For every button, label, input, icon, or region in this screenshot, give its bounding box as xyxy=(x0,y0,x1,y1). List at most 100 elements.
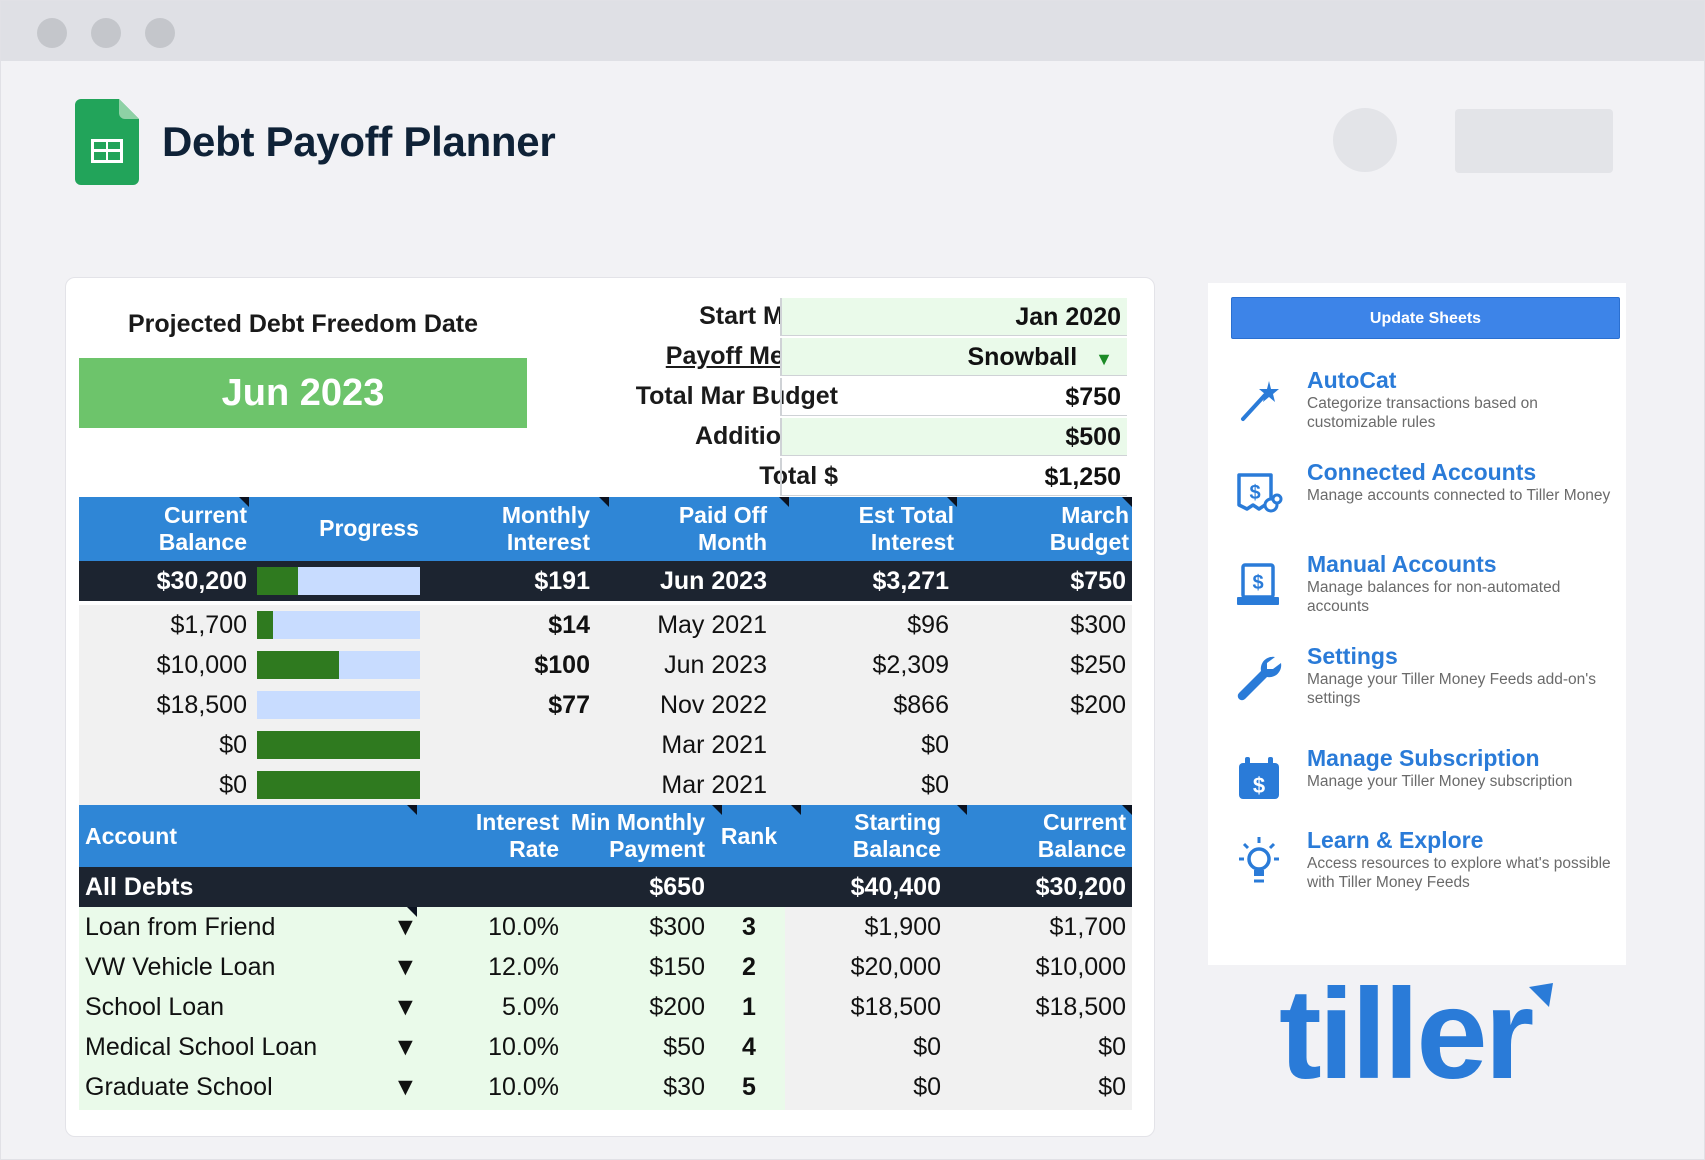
sidebar-item-desc: Access resources to explore what's possi… xyxy=(1307,855,1611,891)
col-interest-rate: Interest Rate xyxy=(475,809,559,862)
progress-fill xyxy=(257,731,420,759)
update-sheets-button[interactable]: Update Sheets xyxy=(1231,297,1620,339)
minimize-dot[interactable] xyxy=(91,18,121,48)
row-min-payment[interactable]: $30 xyxy=(663,1073,705,1101)
avatar[interactable] xyxy=(1333,108,1397,172)
total-monthly-interest: $191 xyxy=(534,567,590,595)
account-button[interactable] xyxy=(1455,109,1613,173)
start-month-value[interactable]: Jan 2020 xyxy=(780,298,1127,336)
row-interest: $100 xyxy=(534,651,590,679)
table-row: $10,000 $100 Jun 2023 $2,309 $250 xyxy=(79,645,1132,685)
sidebar-item-desc: Manage accounts connected to Tiller Mone… xyxy=(1307,487,1611,504)
maximize-dot[interactable] xyxy=(145,18,175,48)
row-est-interest: $2,309 xyxy=(872,651,949,679)
all-debts-starting: $40,400 xyxy=(850,873,941,901)
progress-fill xyxy=(257,771,420,799)
col-march-budget: March Budget xyxy=(1049,502,1129,555)
dropdown-arrow-icon[interactable]: ▼ xyxy=(393,1073,418,1101)
svg-text:$: $ xyxy=(1249,482,1260,504)
sidebar-item-manage-subscription[interactable]: $ Manage Subscription Manage your Tiller… xyxy=(1231,745,1626,825)
close-dot[interactable] xyxy=(37,18,67,48)
sidebar-item-desc: Manage balances for non-automated accoun… xyxy=(1307,579,1561,615)
progress-bar xyxy=(257,611,420,639)
tiller-logo: tiller xyxy=(1279,973,1553,1093)
payoff-method-select[interactable]: Snowball ▼ xyxy=(780,338,1127,376)
progress-bar xyxy=(257,691,420,719)
tiller-sidebar: Update Sheets AutoCat Categorize transac… xyxy=(1208,283,1626,965)
row-starting: $0 xyxy=(913,1033,941,1061)
sidebar-item-autocat[interactable]: AutoCat Categorize transactions based on… xyxy=(1231,367,1626,447)
row-est-interest: $0 xyxy=(921,731,949,759)
row-min-payment[interactable]: $300 xyxy=(649,913,705,941)
row-balance: $10,000 xyxy=(156,651,247,679)
row-min-payment[interactable]: $50 xyxy=(663,1033,705,1061)
note-marker xyxy=(407,805,417,815)
note-marker xyxy=(947,497,957,507)
row-rank: 5 xyxy=(742,1073,756,1101)
row-min-payment[interactable]: $150 xyxy=(649,953,705,981)
debt-planner-sheet: Projected Debt Freedom Date Jun 2023 Sta… xyxy=(65,277,1155,1137)
row-min-payment[interactable]: $200 xyxy=(649,993,705,1021)
all-debts-min-payment: $650 xyxy=(649,873,705,901)
table-row: $18,500 $77 Nov 2022 $866 $200 xyxy=(79,685,1132,725)
row-starting: $18,500 xyxy=(850,993,941,1021)
total-paid-off-month: Jun 2023 xyxy=(659,567,767,595)
sidebar-item-connected-accounts[interactable]: $ Connected Accounts Manage accounts con… xyxy=(1231,459,1626,539)
tiller-logo-text: tiller xyxy=(1279,973,1533,1093)
row-balance: $18,500 xyxy=(156,691,247,719)
dropdown-arrow-icon[interactable]: ▼ xyxy=(393,953,418,981)
sidebar-item-title: Manual Accounts xyxy=(1307,551,1497,577)
total-value: $1,250 xyxy=(780,458,1127,496)
row-paid-off: Mar 2021 xyxy=(661,731,767,759)
table-row: $0 Mar 2021 $0 xyxy=(79,725,1132,765)
debt-table-header: Account Interest Rate Min Monthly Payment … xyxy=(79,805,1132,867)
sidebar-item-title: Settings xyxy=(1307,643,1398,669)
google-sheets-icon xyxy=(75,99,139,185)
row-account[interactable]: School Loan xyxy=(85,993,225,1021)
row-rate[interactable]: 5.0% xyxy=(502,993,559,1021)
sidebar-item-title: Manage Subscription xyxy=(1307,745,1540,771)
row-rate[interactable]: 10.0% xyxy=(488,1073,559,1101)
col-current-balance-2: Current Balance xyxy=(1037,809,1126,862)
row-starting: $20,000 xyxy=(850,953,941,981)
note-marker xyxy=(407,907,417,917)
table-row: Graduate School ▼ 10.0% $30 5 $0 $0 xyxy=(79,1067,1132,1107)
row-account[interactable]: Loan from Friend xyxy=(85,913,276,941)
sidebar-item-settings[interactable]: Settings Manage your Tiller Money Feeds … xyxy=(1231,643,1626,723)
note-marker xyxy=(957,805,967,815)
dropdown-arrow-icon[interactable]: ▼ xyxy=(393,1033,418,1061)
sidebar-item-title: Connected Accounts xyxy=(1307,459,1537,485)
row-paid-off: May 2021 xyxy=(657,611,767,639)
row-rate[interactable]: 12.0% xyxy=(488,953,559,981)
note-marker xyxy=(712,805,722,815)
col-account: Account xyxy=(85,823,177,849)
progress-fill xyxy=(257,611,274,639)
row-rate[interactable]: 10.0% xyxy=(488,1033,559,1061)
progress-total-row: $30,200 $191 Jun 2023 $3,271 $750 xyxy=(79,561,1132,601)
row-interest: $14 xyxy=(548,611,590,639)
sidebar-item-manual-accounts[interactable]: $ Manual Accounts Manage balances for no… xyxy=(1231,551,1626,631)
total-march-budget: $750 xyxy=(1070,567,1126,595)
connected-accounts-icon: $ xyxy=(1237,473,1283,513)
row-account[interactable]: Medical School Loan xyxy=(85,1033,318,1061)
lightbulb-icon xyxy=(1239,837,1279,883)
progress-table-header: Current Balance Progress Monthly Interest … xyxy=(79,497,1132,561)
all-debts-label: All Debts xyxy=(85,873,194,901)
row-account[interactable]: VW Vehicle Loan xyxy=(85,953,276,981)
dropdown-arrow-icon[interactable]: ▼ xyxy=(393,993,418,1021)
note-marker xyxy=(599,497,609,507)
dropdown-arrow-icon[interactable]: ▼ xyxy=(1095,349,1113,369)
debt-input-area xyxy=(79,907,785,1110)
row-rank: 1 xyxy=(742,993,756,1021)
wrench-icon xyxy=(1237,656,1282,701)
row-rate[interactable]: 10.0% xyxy=(488,913,559,941)
row-balance: $1,700 xyxy=(170,611,247,639)
additional-value[interactable]: $500 xyxy=(780,418,1127,456)
sidebar-item-learn-explore[interactable]: Learn & Explore Access resources to expl… xyxy=(1231,827,1626,907)
row-balance: $0 xyxy=(219,731,247,759)
total-budget-label: Total Mar Budget xyxy=(635,382,838,410)
dropdown-arrow-icon[interactable]: ▼ xyxy=(393,913,418,941)
row-account[interactable]: Graduate School xyxy=(85,1073,273,1101)
all-debts-current: $30,200 xyxy=(1035,873,1126,901)
table-row: Medical School Loan ▼ 10.0% $50 4 $0 $0 xyxy=(79,1027,1132,1067)
